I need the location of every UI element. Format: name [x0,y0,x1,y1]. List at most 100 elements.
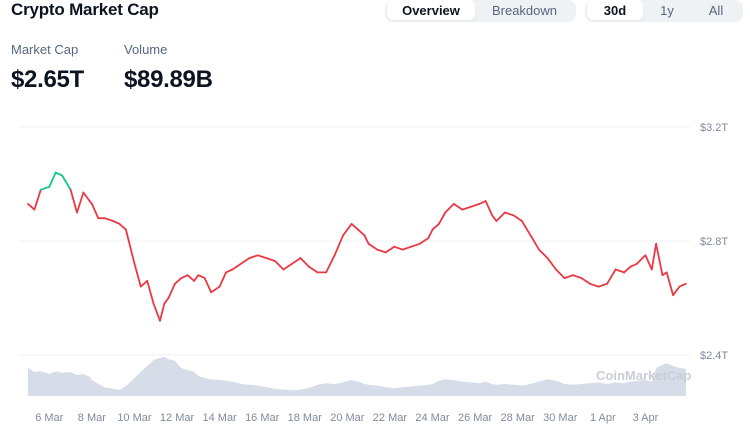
price-line-segment [103,217,115,222]
price-line-segment [503,211,515,217]
price-line-segment [444,203,455,214]
price-line-segment [27,203,36,211]
price-line-segment [333,234,345,257]
x-tick-label: 3 Apr [633,412,659,424]
price-line-segment [139,279,149,288]
price-line-segment [39,185,51,191]
price-line-segment [125,228,136,265]
tab-breakdown[interactable]: Breakdown [491,2,558,18]
price-line-segment [231,262,242,271]
price-line-segment [597,282,608,288]
price-line-segment [357,228,366,237]
x-tick-label: 20 Mar [330,412,365,424]
price-line-segment [48,171,57,188]
price-line-segment [163,297,170,305]
price-line-segment [91,203,100,220]
price-line-segment [118,223,127,231]
x-tick-label: 24 Mar [415,412,450,424]
price-line-segment [427,228,434,240]
price-line-segment [650,242,657,271]
price-line-segment [282,262,293,271]
price-line-segment [363,234,370,245]
price-line-segment [655,242,664,277]
price-line-segment [410,242,421,248]
x-tick-label: 12 Mar [160,412,195,424]
price-line-segment [636,254,647,265]
price-line-segment [376,248,387,254]
x-tick-label: 18 Mar [288,412,323,424]
range-all[interactable]: All [708,2,724,18]
price-line-segment [367,242,379,251]
volume-area-path [28,356,686,396]
price-line-segment [678,282,687,288]
price-line-segment [265,257,276,262]
price-line-segment [239,257,251,265]
price-line-segment [484,200,494,217]
price-line-segment [274,260,285,271]
chart-grid [20,126,690,356]
market-cap-chart[interactable]: CoinMarketCap $3.2T $2.8T $2.4T 6 Mar 8 Mar… [0,100,750,430]
range-tabs: 30d 1y All [585,0,743,22]
price-line-segment [629,262,638,268]
price-line-segment [572,274,583,280]
range-1y[interactable]: 1y [660,2,674,18]
market-cap-value: $2.65T [11,66,84,93]
price-line-segment [248,254,259,260]
y-tick-label: $2.4T [700,350,728,362]
range-30d[interactable]: 30d [587,0,643,20]
price-line-segment [538,248,549,260]
x-tick-label: 6 Mar [35,412,63,424]
price-line-segment [614,268,625,274]
price-line-segment [33,188,42,211]
tab-overview[interactable]: Overview [387,0,475,20]
market-cap-label: Market Cap [11,42,79,57]
price-line-segment [461,205,472,211]
price-line-segment [644,254,653,271]
x-axis-labels: 6 Mar 8 Mar 10 Mar 12 Mar 14 Mar 16 Mar 18 Mar… [35,412,658,424]
price-line-segment [76,191,85,214]
price-line-segment [437,211,447,225]
price-line-segment [180,274,189,280]
price-line-segment [291,257,302,265]
price-line-segment [256,254,268,260]
price-line-segment [401,245,413,251]
x-tick-label: 1 Apr [590,412,616,424]
price-line-segment [69,188,78,214]
x-tick-label: 28 Mar [501,412,536,424]
y-axis-labels: $3.2T $2.8T $2.4T [700,122,728,362]
price-line-segment [521,220,532,237]
x-tick-label: 8 Mar [78,412,106,424]
price-line-segment [133,262,142,288]
price-line-segment [529,234,540,251]
x-tick-label: 10 Mar [117,412,152,424]
price-line-segment [299,257,310,268]
price-line-segment [61,174,72,191]
volume-label: Volume [124,42,168,57]
x-tick-label: 26 Mar [458,412,493,424]
price-line-segment [112,220,121,225]
price-line-segment [512,214,523,222]
price-line-segment [325,254,336,274]
price-line-segment [563,274,574,280]
price-line-segment [203,277,213,294]
price-line-segment [152,302,161,322]
price-line-segment [478,200,487,205]
price-line-segment [623,265,632,274]
price-line-segment [82,191,91,202]
price-line-segment [469,203,481,208]
x-tick-label: 22 Mar [373,412,408,424]
price-line [27,171,687,322]
price-line-segment [495,211,506,222]
price-line-segment [350,223,359,231]
price-line-segment [210,285,221,294]
watermark-text: CoinMarketCap [596,368,691,383]
price-line-segment [418,237,430,245]
price-line-segment [393,245,404,251]
price-line-segment [665,271,674,297]
price-line-segment [197,274,206,280]
volume-area [28,356,686,396]
y-tick-label: $2.8T [700,236,728,248]
price-line-segment [54,171,63,177]
volume-value: $89.89B [124,66,213,93]
price-line-segment [431,223,440,231]
